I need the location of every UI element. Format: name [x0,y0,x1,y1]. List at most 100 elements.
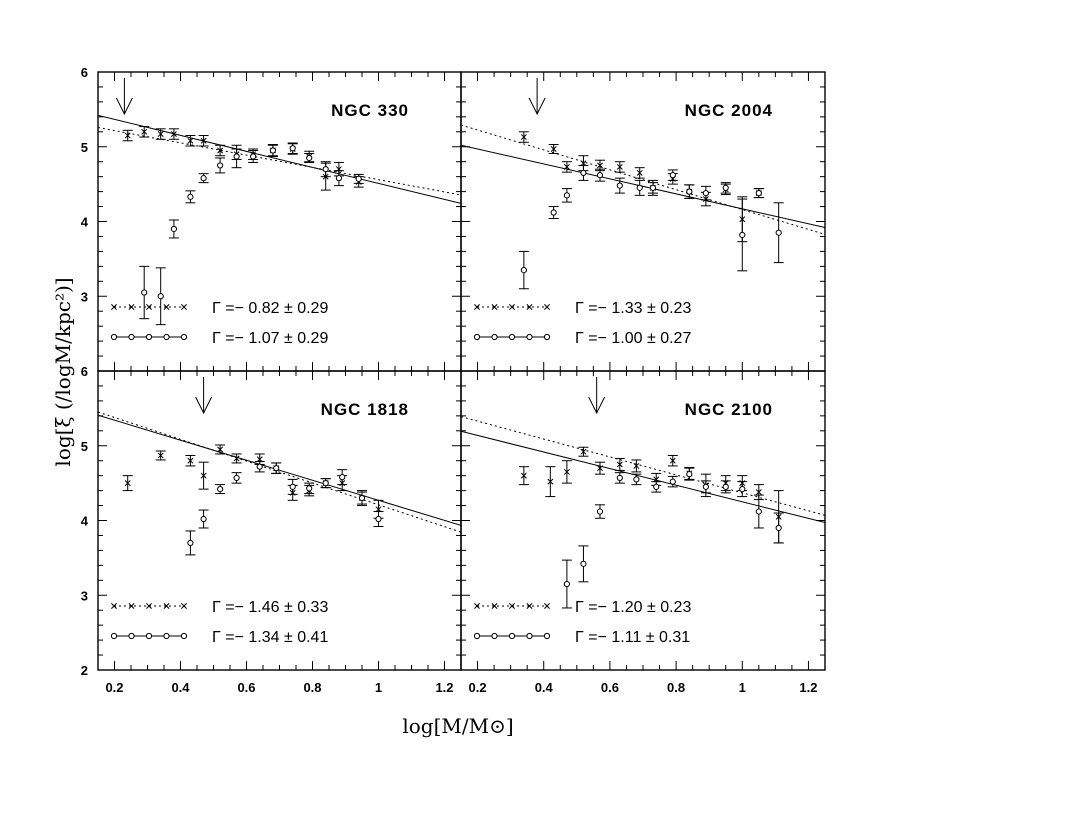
data-point-circle [773,512,784,544]
data-point-circle [737,481,748,498]
data-point-cross [561,161,572,173]
chart-panels: 3 4 5 6 NGC 330 Γ =− 0.82 ± 0.29 Γ =− 1.07 ± 0… [81,65,826,695]
data-point-cross [155,450,166,461]
data-point-circle [287,142,298,154]
data-point-circle [651,481,662,493]
fit-line-cross [98,127,461,196]
data-point-circle [333,170,344,187]
data-point-cross [614,161,625,173]
data-point-circle [753,494,764,529]
y-tick-label: 6 [81,364,88,379]
data-point-circle [594,168,605,182]
legend-entry-cross: Γ =− 1.46 ± 0.33 [111,599,328,616]
turnoff-arrow [115,78,133,116]
y-tick-label: 3 [81,289,88,304]
data-point-circle [231,472,242,484]
data-point-circle [753,188,764,199]
legend-label: Γ =− 1.33 ± 0.23 [575,300,691,317]
x-tick-label: 0.4 [171,680,190,695]
x-tick-label: 1 [739,680,746,695]
data-point-circle [700,185,711,201]
x-axis-title: log[M/M⊙] [402,714,513,738]
data-point-circle [304,152,315,163]
data-point-cross [548,144,559,154]
fit-line-cross [461,124,825,235]
data-point-cross [122,475,133,492]
data-point-cross [185,454,196,467]
data-point-circle [548,206,559,220]
fit-line-circle [461,144,825,228]
data-point-circle [271,462,282,474]
fit-line-cross [461,416,825,516]
data-point-cross [215,144,226,157]
legend-entry-circle: Γ =− 1.11 ± 0.31 [473,629,690,646]
data-point-circle [631,473,642,486]
data-point-circle [614,472,625,484]
y-tick-label: 5 [81,140,88,155]
data-point-circle [614,177,625,194]
data-point-cross [631,459,642,473]
panel-0: 3 4 5 6 NGC 330 Γ =− 0.82 ± 0.29 Γ =− 1.07 ± 0… [81,65,462,372]
data-point-circle [320,161,331,178]
axis-ticks [97,71,462,372]
data-point-circle [248,149,259,163]
data-point-circle [357,491,367,505]
data-point-cross [578,446,589,457]
data-point-circle [231,144,242,169]
legend-label: Γ =− 1.00 ± 0.27 [575,330,691,347]
y-tick-label: 3 [81,588,88,603]
data-point-circle [594,504,605,519]
fit-line-cross [98,411,461,533]
y-axis-title: log[ξ (/logM/kpc²)] [51,277,75,466]
data-point-cross [139,126,150,138]
data-point-circle [320,478,331,489]
data-point-circle [267,144,278,157]
data-point-circle [720,480,731,494]
data-point-circle [578,545,589,583]
x-tick-label: 1 [375,680,382,695]
panel-2: 0.2 0.4 0.6 0.8 1 1.2 2 3 4 5 6 NGC 1818 Γ =− 1.46 ±… [81,364,462,695]
x-tick-label: 0.4 [535,680,554,695]
data-point-circle [168,219,179,239]
axis-ticks [97,370,462,671]
legend-entry-circle: Γ =− 1.00 ± 0.27 [473,330,691,347]
x-tick-label: 0.8 [667,680,685,695]
x-tick-label: 0.2 [105,680,123,695]
y-tick-label: 4 [81,514,89,529]
y-tick-label: 2 [81,663,88,678]
data-point-circle [634,179,645,196]
data-point-circle [700,480,711,494]
y-tick-label: 4 [81,215,89,230]
data-point-circle [737,198,748,272]
data-point-cross [122,129,133,142]
data-point-circle [287,478,298,495]
data-point-circle [139,265,150,320]
data-point-circle [647,179,658,196]
data-point-circle [155,267,166,326]
data-point-cross [198,461,209,490]
panel-title: NGC 2100 [685,400,773,419]
panel-title: NGC 330 [331,101,409,120]
data-point-circle [254,460,265,473]
data-point-circle [578,164,589,181]
data-point-cross [594,461,605,475]
legend-entry-cross: Γ =− 1.20 ± 0.23 [474,599,691,616]
axis-ticks [460,370,826,671]
legend-label: Γ =− 1.11 ± 0.31 [575,629,690,646]
x-tick-label: 0.2 [469,680,487,695]
data-point-cross [667,454,678,467]
legend-entry-circle: Γ =− 1.07 ± 0.29 [110,330,328,347]
data-point-cross [634,167,645,179]
data-point-cross [518,466,529,486]
data-point-circle [215,484,226,495]
fit-line-circle [461,430,825,524]
data-point-circle [373,511,384,527]
data-point-circle [353,173,364,184]
fit-line-circle [98,114,461,204]
legend-label: Γ =− 0.82 ± 0.29 [212,300,328,317]
turnoff-arrow [195,377,213,415]
panel-3: 0.2 0.4 0.6 0.8 1 1.2 NGC 2100 Γ =− 1.20 ± 0.23… [460,370,826,695]
data-point-circle [304,482,315,495]
data-point-circle [198,173,209,184]
data-point-cross [561,460,572,484]
